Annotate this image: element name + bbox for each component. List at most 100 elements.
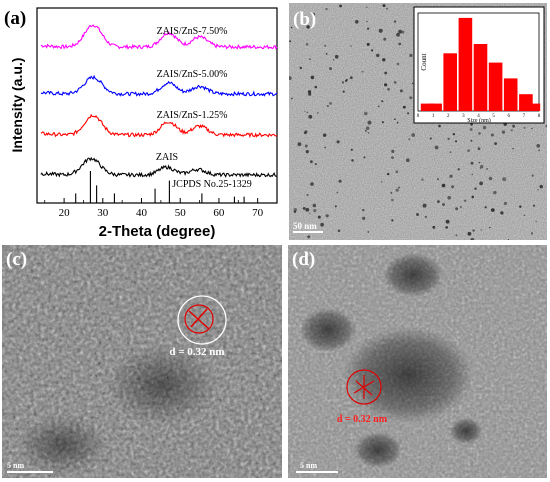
inset-tick-label: 1 [432, 114, 435, 119]
nanoparticle-dot [394, 118, 396, 120]
nanoparticle-dot [479, 167, 482, 169]
nanoparticle-dot [479, 181, 483, 186]
nanoparticle-dot [312, 12, 316, 17]
nanoparticle-dot [362, 208, 365, 212]
nanoparticle-dot [411, 133, 416, 137]
nanoparticle-dot [306, 25, 310, 29]
histogram-bar-6 [503, 78, 518, 111]
xrd-series-2 [40, 113, 278, 139]
nanoparticle-dot [364, 129, 367, 132]
nanoparticle-dot [362, 216, 366, 220]
nanoparticle-dot [416, 213, 419, 216]
nanoparticle-dot [467, 149, 470, 152]
nanoparticle-dot [325, 214, 329, 218]
scale-bar-c-label: 5 nm [7, 461, 24, 470]
nanoparticle-dot [355, 20, 359, 24]
histogram-edge-bar-0 [420, 103, 435, 111]
nanoparticle-dot [471, 195, 475, 199]
nanoparticle-dot [480, 164, 484, 169]
nanoparticle-dot [305, 43, 309, 46]
scale-bar-b [293, 231, 323, 233]
nanoparticle-dot [387, 88, 390, 91]
nanoparticle-dot [396, 32, 400, 37]
nanoparticle-dot [409, 96, 413, 100]
nanoparticle-dot [469, 128, 473, 131]
nanoparticle-dot [480, 229, 482, 231]
nanoparticle-dots [289, 4, 547, 240]
nanoparticle-dot [539, 184, 543, 189]
nanoparticle-dot [317, 215, 321, 219]
nanoparticle-dot [395, 188, 399, 192]
nanoparticle-dot [367, 231, 370, 233]
nanoparticle-dot [310, 160, 313, 164]
nanoparticle-dot [314, 85, 318, 89]
nanoparticle-dot [429, 137, 432, 140]
lattice-spacing-d: d = 0.32 nm [337, 414, 388, 425]
nanoparticle-dot [457, 168, 460, 171]
nanoparticle-dot [449, 174, 453, 178]
nanoparticle-dot [454, 140, 458, 143]
nanoparticle-dot [441, 183, 446, 188]
xrd-tick-label: 20 [59, 207, 71, 219]
nanoparticle-dot [302, 207, 306, 210]
scale-bar-d-label: 5 nm [300, 461, 317, 470]
nanoparticle-dot [478, 161, 481, 164]
nanoparticle-dot [455, 207, 458, 211]
nanoparticle-dot [442, 203, 445, 206]
nanoparticle-dot [391, 198, 394, 202]
nanoparticle-dot [337, 229, 341, 233]
nanoparticle-dot [289, 40, 292, 43]
nanoparticle-dot [478, 132, 481, 135]
series-label-5.00: ZAIS/ZnS-5.00% [157, 69, 228, 80]
nanoparticle-dot [304, 110, 306, 112]
size-histogram-inset: 0 1 2 3 4 5 6 7 8 Count Size (nm) [413, 6, 545, 124]
histogram-bar-2 [443, 53, 457, 111]
nanoparticle-dot [334, 205, 337, 208]
nanoparticle-dot [299, 66, 302, 70]
nanoparticle-dot [434, 145, 439, 150]
lattice-marker-c [177, 295, 227, 345]
panel-b-label: (b) [293, 9, 316, 30]
nanoparticle-dot [361, 70, 364, 73]
nanoparticle-dot [445, 219, 450, 224]
inset-bars [420, 17, 541, 111]
nanoparticle-dot [367, 131, 370, 134]
panel-d-label: (d) [292, 249, 315, 270]
nanoparticle-dot [382, 4, 386, 8]
nanoparticle-dot [406, 158, 410, 162]
nanoparticle-dot [538, 149, 540, 152]
nanoparticle-dot [471, 173, 474, 176]
nanoparticle-dot [486, 168, 488, 170]
nanoparticle-dot [290, 26, 293, 29]
nanoparticle-dot [449, 151, 452, 154]
nanoparticle-dot [424, 215, 427, 218]
nanoparticle-dot [472, 229, 475, 232]
nanoparticle-dot [447, 195, 451, 200]
xrd-x-ticks: 20 30 40 50 60 70 [44, 198, 278, 219]
nanoparticle-dot [398, 186, 400, 189]
nanoparticle-dot [484, 206, 487, 209]
nanoparticle-dot [310, 75, 315, 80]
hrtem-c-dark-region-2 [17, 415, 107, 475]
nanoparticle-dot [470, 161, 474, 165]
nanoparticle-dot [312, 203, 317, 208]
nanoparticle-dot [386, 7, 388, 10]
nanoparticle-dot [350, 45, 352, 47]
nanoparticle-dot [381, 100, 384, 103]
nanoparticle-dot [510, 129, 513, 132]
xrd-series-3 [40, 156, 278, 178]
nanoparticle-dot [293, 208, 297, 212]
nanoparticle-dot [329, 102, 332, 105]
nanoparticle-dot [351, 159, 354, 162]
nanoparticle-dot [398, 29, 402, 34]
panel-d-hrtem-image: d = 0.32 nm (d) 5 nm [288, 245, 547, 478]
tem-b-svg: (b) 50 nm 0 1 2 3 4 5 6 7 8 Count Size (nm) [289, 3, 547, 240]
xrd-x-axis-label: 2-Theta (degree) [99, 223, 216, 240]
nanoparticle-dot [536, 144, 540, 148]
nanoparticle-dot [371, 49, 374, 52]
nanoparticle-dot [491, 208, 495, 212]
nanoparticle-dot [381, 121, 384, 124]
nanoparticle-dot [306, 193, 309, 197]
scale-bar-c [7, 471, 53, 473]
nanoparticle-dot [304, 144, 308, 148]
